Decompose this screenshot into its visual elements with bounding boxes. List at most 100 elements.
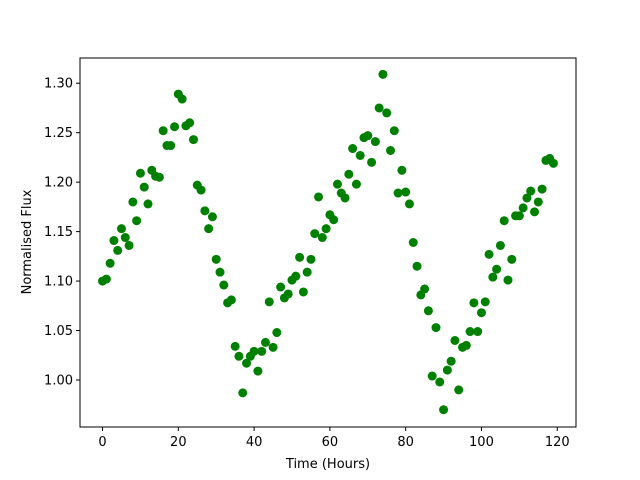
point [397,165,407,175]
point [473,327,483,337]
point [355,150,365,160]
point [143,199,153,209]
point [268,342,278,352]
point [204,224,214,234]
y-tick-label: 1.10 [44,275,73,290]
point [177,94,187,104]
point [382,108,392,118]
y-tick-label: 1.05 [44,324,73,339]
point [283,289,293,299]
x-tick-label: 80 [397,435,414,450]
point [116,224,126,234]
point [476,308,486,318]
point [295,252,305,262]
point [215,267,225,277]
point [185,118,195,128]
x-tick-label: 120 [545,435,570,450]
point [154,172,164,182]
point [393,188,403,198]
point [404,199,414,209]
point [374,103,384,113]
point [389,126,399,136]
point [351,179,361,189]
point [340,193,350,203]
point [317,233,327,243]
point [420,284,430,294]
point [211,254,221,264]
x-tick-label: 40 [246,435,263,450]
point [548,158,558,168]
point [423,306,433,316]
plot-frame [79,57,577,428]
point [120,233,130,243]
point [503,275,513,285]
x-tick-label: 60 [322,435,339,450]
point [530,207,540,217]
point [518,203,528,213]
point [344,169,354,179]
x-tick-label: 20 [170,435,187,450]
x-axis-label: Time (Hours) [285,457,370,472]
point [363,131,373,141]
y-tick-label: 1.25 [44,126,73,141]
point [386,145,396,155]
point [257,346,267,356]
point [537,184,547,194]
point [514,211,524,221]
point [461,340,471,350]
point [207,212,217,222]
y-axis-label: Normalised Flux [20,189,35,294]
point [200,206,210,216]
point [348,144,358,154]
point [484,249,494,259]
point [367,157,377,167]
point [446,356,456,366]
point [238,388,248,398]
point [488,272,498,282]
point [522,193,532,203]
point [439,405,449,415]
point [230,341,240,351]
point [166,141,176,151]
y-tick-label: 1.20 [44,176,73,191]
point [412,261,422,271]
y-tick-label: 1.00 [44,374,73,389]
point [170,122,180,132]
point [321,224,331,234]
point [370,137,380,147]
y-tick-label: 1.30 [44,77,73,92]
point [332,179,342,189]
point [135,168,145,178]
point [492,264,502,274]
point [105,258,115,268]
point [507,254,517,264]
point [253,366,263,376]
point [495,240,505,250]
point [188,135,198,145]
point [113,245,123,255]
point [465,327,475,337]
point [132,216,142,226]
point [196,185,206,195]
point [427,371,437,381]
point [450,335,460,345]
point [329,215,339,225]
point [306,254,316,264]
point [249,346,259,356]
point [499,216,509,226]
point [139,182,149,192]
point [526,186,536,196]
point [101,274,111,284]
point [310,229,320,239]
point [158,126,168,136]
point [298,287,308,297]
x-tick-label: 0 [98,435,106,450]
point [401,187,411,197]
point [442,365,452,375]
point [276,282,286,292]
point [242,358,252,368]
point [480,297,490,307]
point [435,377,445,387]
point [408,238,418,247]
